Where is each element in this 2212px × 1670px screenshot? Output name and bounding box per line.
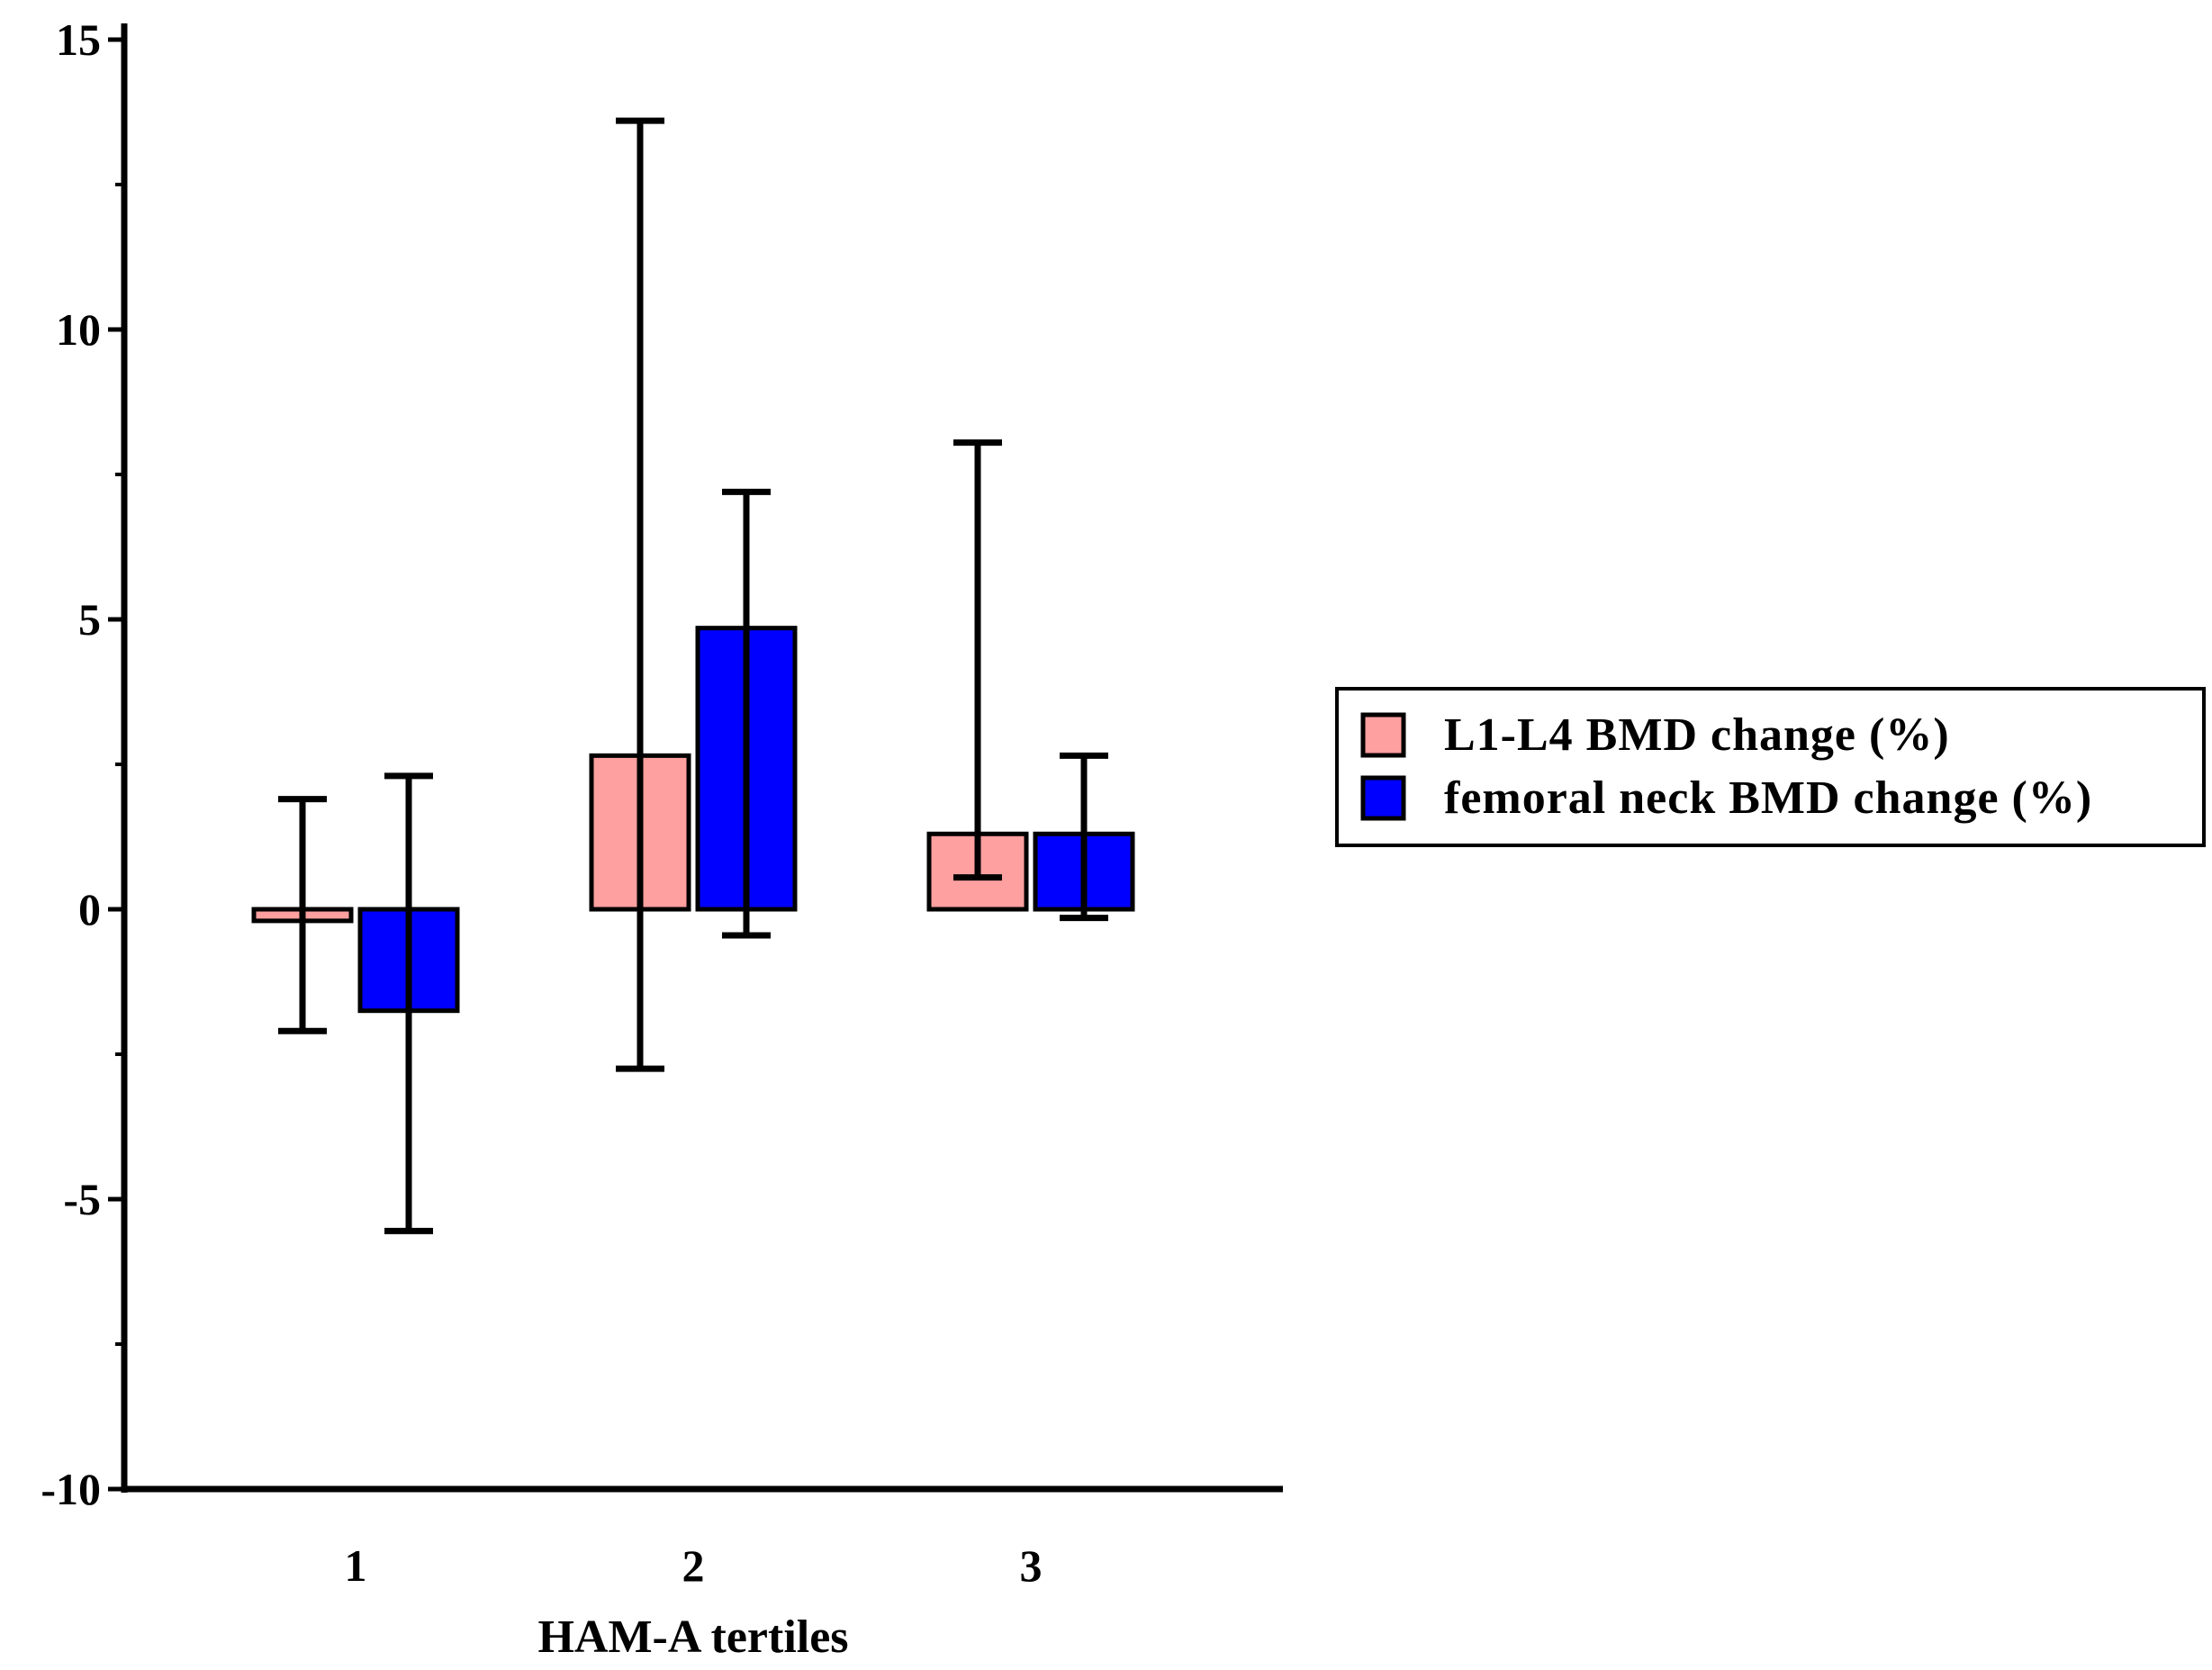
- legend-box: [1335, 687, 2206, 847]
- x-axis-title: HAM-A tertiles: [537, 1611, 848, 1663]
- axes: 15 10 5 0 -5 -10: [41, 14, 128, 1514]
- y-tick-label: -5: [63, 1174, 101, 1224]
- y-tick-label: 15: [56, 14, 101, 65]
- legend-swatch: [1360, 775, 1406, 821]
- legend-label: femoral neck BMD change (%): [1444, 772, 2092, 824]
- y-tick-label: 10: [56, 304, 101, 355]
- legend-swatch: [1360, 712, 1406, 758]
- x-tick-label: 1: [345, 1540, 367, 1591]
- x-axis-layer: 1 2 3: [122, 1485, 1283, 1591]
- legend-label: L1-L4 BMD change (%): [1444, 709, 1950, 761]
- legend: L1-L4 BMD change (%) femoral neck BMD cha…: [1335, 687, 2206, 847]
- y-tick-label: 5: [78, 594, 101, 645]
- y-tick-label: 0: [78, 884, 101, 934]
- bars-layer: [251, 626, 1135, 1014]
- y-tick-label: -10: [41, 1464, 101, 1514]
- error-bars-layer: [278, 117, 1108, 1234]
- x-tick-label: 2: [682, 1540, 705, 1591]
- x-tick-label: 3: [1020, 1540, 1043, 1591]
